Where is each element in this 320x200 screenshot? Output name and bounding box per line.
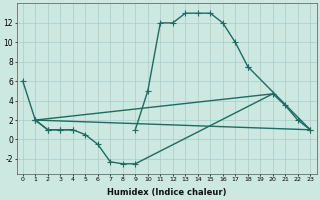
X-axis label: Humidex (Indice chaleur): Humidex (Indice chaleur) xyxy=(107,188,226,197)
